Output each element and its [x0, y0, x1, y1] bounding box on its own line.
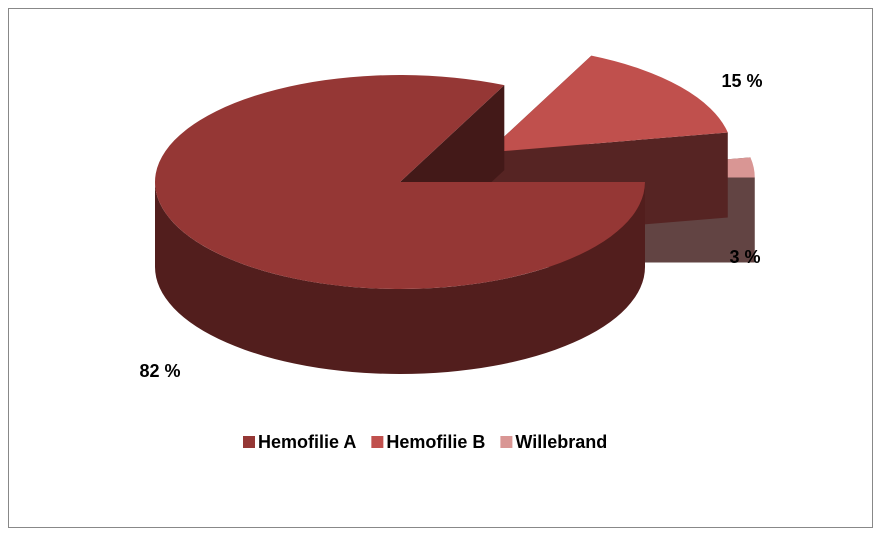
slice-side-wall — [155, 182, 645, 374]
data-label: 82 % — [139, 361, 180, 381]
legend-swatch — [243, 436, 255, 448]
legend-swatch — [371, 436, 384, 448]
pie: 82 % 15 % 3 % — [139, 55, 763, 381]
pie-slice — [487, 55, 728, 153]
legend: Hemofilie A Hemofilie B Willebrand — [243, 432, 607, 452]
legend-label: Hemofilie B — [386, 432, 485, 452]
legend-label: Hemofilie A — [258, 432, 356, 452]
pie-slice — [154, 75, 646, 290]
data-label: 15 % — [721, 71, 762, 91]
data-label: 3 % — [729, 247, 760, 267]
legend-swatch — [500, 436, 513, 448]
legend-label: Willebrand — [515, 432, 607, 452]
